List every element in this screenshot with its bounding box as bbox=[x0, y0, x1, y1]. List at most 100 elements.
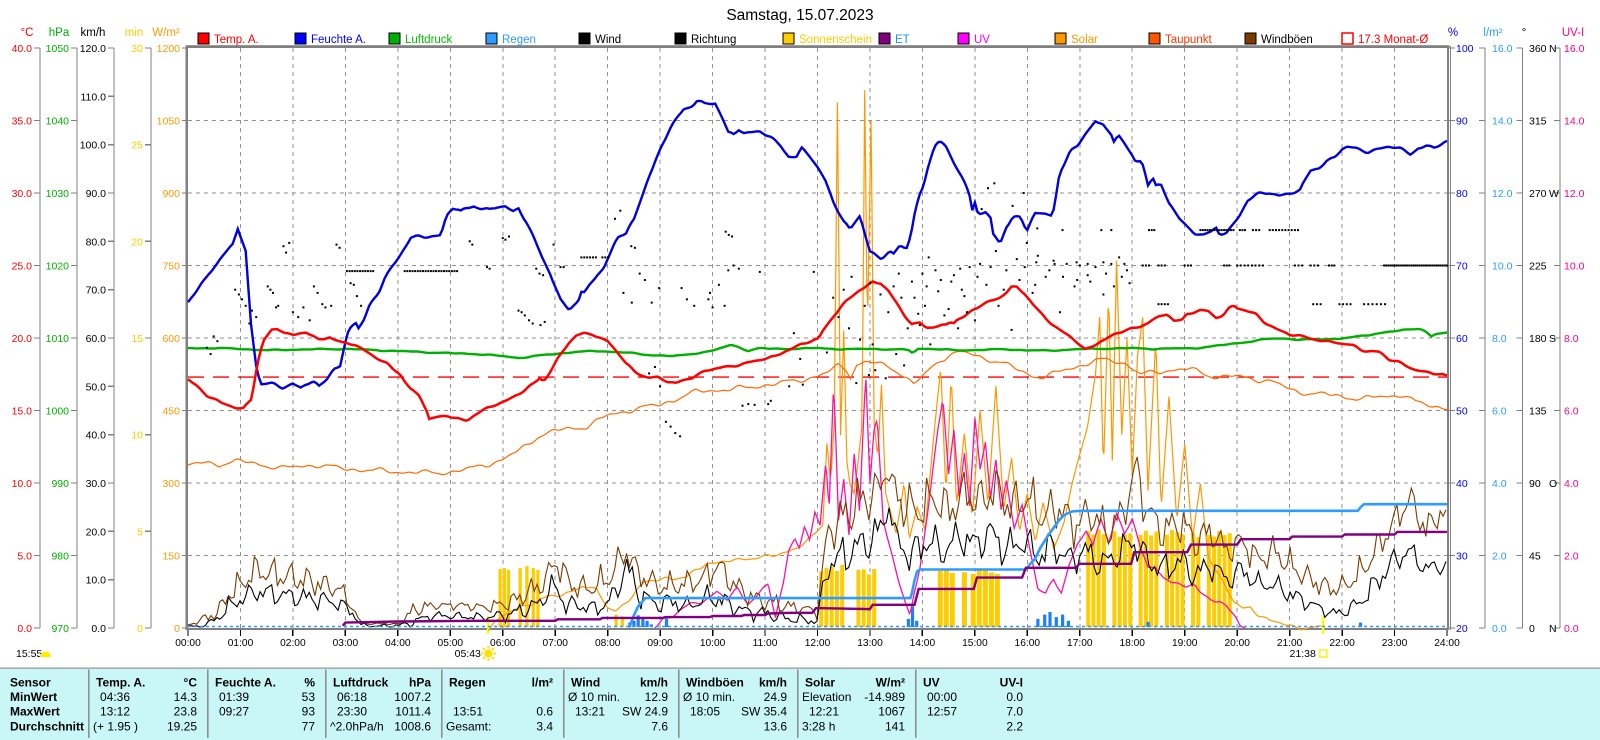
svg-text:300: 300 bbox=[162, 478, 180, 490]
svg-text:60.0: 60.0 bbox=[86, 333, 107, 345]
svg-text:24:00: 24:00 bbox=[1434, 638, 1460, 649]
svg-text:W/m²: W/m² bbox=[152, 27, 180, 39]
svg-text:Ø 10 min.: Ø 10 min. bbox=[683, 690, 735, 704]
svg-text:km/h: km/h bbox=[759, 676, 787, 690]
svg-text:10.0: 10.0 bbox=[1564, 261, 1585, 273]
svg-text:7.0: 7.0 bbox=[1006, 705, 1023, 719]
svg-text:12.0: 12.0 bbox=[1492, 188, 1513, 200]
svg-text:2.0: 2.0 bbox=[1492, 551, 1507, 563]
svg-text:O: O bbox=[1549, 478, 1557, 490]
svg-text:MinWert: MinWert bbox=[10, 690, 57, 704]
svg-text:UV-I: UV-I bbox=[1000, 676, 1023, 690]
svg-text:12:00: 12:00 bbox=[805, 638, 831, 649]
svg-text:-14.989: -14.989 bbox=[864, 690, 905, 704]
svg-text:1200: 1200 bbox=[157, 43, 181, 55]
svg-text:6.0: 6.0 bbox=[1492, 406, 1507, 418]
svg-text:22:00: 22:00 bbox=[1329, 638, 1355, 649]
svg-text:30: 30 bbox=[131, 43, 143, 55]
svg-text:06:00: 06:00 bbox=[490, 638, 516, 649]
svg-text:16.0: 16.0 bbox=[1564, 43, 1585, 55]
svg-text:06:18: 06:18 bbox=[337, 690, 367, 704]
svg-text:120.0: 120.0 bbox=[80, 43, 106, 55]
svg-text:4.0: 4.0 bbox=[1564, 478, 1579, 490]
svg-text:Wind: Wind bbox=[595, 34, 621, 46]
svg-text:W: W bbox=[1549, 188, 1559, 200]
svg-text:Regen: Regen bbox=[502, 34, 536, 46]
svg-text:360: 360 bbox=[1529, 43, 1547, 55]
svg-text:100.0: 100.0 bbox=[80, 140, 106, 152]
svg-text:13:12: 13:12 bbox=[100, 705, 130, 719]
svg-text:24.9: 24.9 bbox=[764, 690, 788, 704]
svg-text:1067: 1067 bbox=[878, 705, 905, 719]
svg-text:3:28 h: 3:28 h bbox=[802, 720, 835, 734]
svg-text:1008.6: 1008.6 bbox=[394, 720, 431, 734]
svg-text:20: 20 bbox=[1456, 623, 1468, 635]
svg-text:1050: 1050 bbox=[157, 116, 181, 128]
svg-text:93: 93 bbox=[302, 705, 316, 719]
svg-text:600: 600 bbox=[162, 333, 180, 345]
svg-text:20.0: 20.0 bbox=[86, 526, 107, 538]
svg-text:Windböen: Windböen bbox=[686, 676, 744, 690]
svg-text:12.9: 12.9 bbox=[645, 690, 669, 704]
svg-text:14.0: 14.0 bbox=[1492, 116, 1513, 128]
svg-text:150: 150 bbox=[162, 551, 180, 563]
svg-text:30: 30 bbox=[1456, 551, 1468, 563]
svg-text:SW 24.9: SW 24.9 bbox=[622, 705, 668, 719]
svg-text:km/h: km/h bbox=[81, 27, 106, 39]
svg-text:^2.0hPa/h: ^2.0hPa/h bbox=[330, 720, 384, 734]
svg-text:135: 135 bbox=[1529, 406, 1547, 418]
svg-text:N: N bbox=[1549, 623, 1557, 635]
svg-text:0: 0 bbox=[174, 623, 180, 635]
svg-text:450: 450 bbox=[162, 406, 180, 418]
svg-text:°C: °C bbox=[21, 27, 34, 39]
svg-text:Solar: Solar bbox=[805, 676, 835, 690]
svg-text:Gesamt:: Gesamt: bbox=[446, 720, 491, 734]
svg-text:Feuchte A.: Feuchte A. bbox=[215, 676, 276, 690]
svg-text:hPa: hPa bbox=[49, 27, 70, 39]
svg-text:19:00: 19:00 bbox=[1172, 638, 1198, 649]
svg-text:0: 0 bbox=[137, 623, 143, 635]
svg-text:05:43: 05:43 bbox=[455, 648, 481, 660]
svg-text:80: 80 bbox=[1456, 188, 1468, 200]
svg-text:10.0: 10.0 bbox=[1492, 261, 1513, 273]
svg-text:0.0: 0.0 bbox=[1006, 690, 1023, 704]
svg-text:1030: 1030 bbox=[46, 188, 70, 200]
svg-text:10.0: 10.0 bbox=[86, 575, 107, 587]
svg-text:1040: 1040 bbox=[46, 116, 70, 128]
svg-text:04:36: 04:36 bbox=[100, 690, 130, 704]
svg-text:20:00: 20:00 bbox=[1224, 638, 1250, 649]
svg-text:Durchschnitt: Durchschnitt bbox=[10, 720, 84, 734]
svg-text:ET: ET bbox=[895, 34, 910, 46]
svg-text:21:00: 21:00 bbox=[1277, 638, 1303, 649]
svg-text:50: 50 bbox=[1456, 406, 1468, 418]
svg-text:1020: 1020 bbox=[46, 261, 70, 273]
svg-text:Regen: Regen bbox=[449, 676, 486, 690]
svg-text:S: S bbox=[1549, 333, 1556, 345]
svg-text:Temp. A.: Temp. A. bbox=[214, 34, 259, 46]
svg-text:0.6: 0.6 bbox=[536, 705, 553, 719]
svg-text:°C: °C bbox=[184, 676, 198, 690]
svg-text:N: N bbox=[1549, 43, 1557, 55]
svg-text:12:21: 12:21 bbox=[809, 705, 839, 719]
svg-text:5.0: 5.0 bbox=[17, 551, 32, 563]
svg-text:30.0: 30.0 bbox=[12, 188, 33, 200]
svg-text:1007.2: 1007.2 bbox=[394, 690, 431, 704]
svg-text:10: 10 bbox=[131, 430, 143, 442]
svg-text:77: 77 bbox=[302, 720, 316, 734]
svg-text:3.4: 3.4 bbox=[536, 720, 553, 734]
svg-text:Samstag, 15.07.2023: Samstag, 15.07.2023 bbox=[726, 7, 873, 24]
svg-text:4.0: 4.0 bbox=[1492, 478, 1507, 490]
svg-text:45: 45 bbox=[1529, 551, 1541, 563]
svg-text:°: ° bbox=[1522, 27, 1527, 39]
svg-text:min: min bbox=[125, 27, 144, 39]
svg-text:70: 70 bbox=[1456, 261, 1468, 273]
svg-text:53: 53 bbox=[302, 690, 316, 704]
svg-text:110.0: 110.0 bbox=[81, 91, 107, 103]
svg-text:03:00: 03:00 bbox=[333, 638, 359, 649]
svg-text:12.0: 12.0 bbox=[1564, 188, 1585, 200]
svg-text:90.0: 90.0 bbox=[86, 188, 107, 200]
svg-text:980: 980 bbox=[51, 551, 69, 563]
svg-text:5: 5 bbox=[137, 526, 143, 538]
svg-text:MaxWert: MaxWert bbox=[10, 705, 60, 719]
svg-text:W/m²: W/m² bbox=[876, 676, 905, 690]
